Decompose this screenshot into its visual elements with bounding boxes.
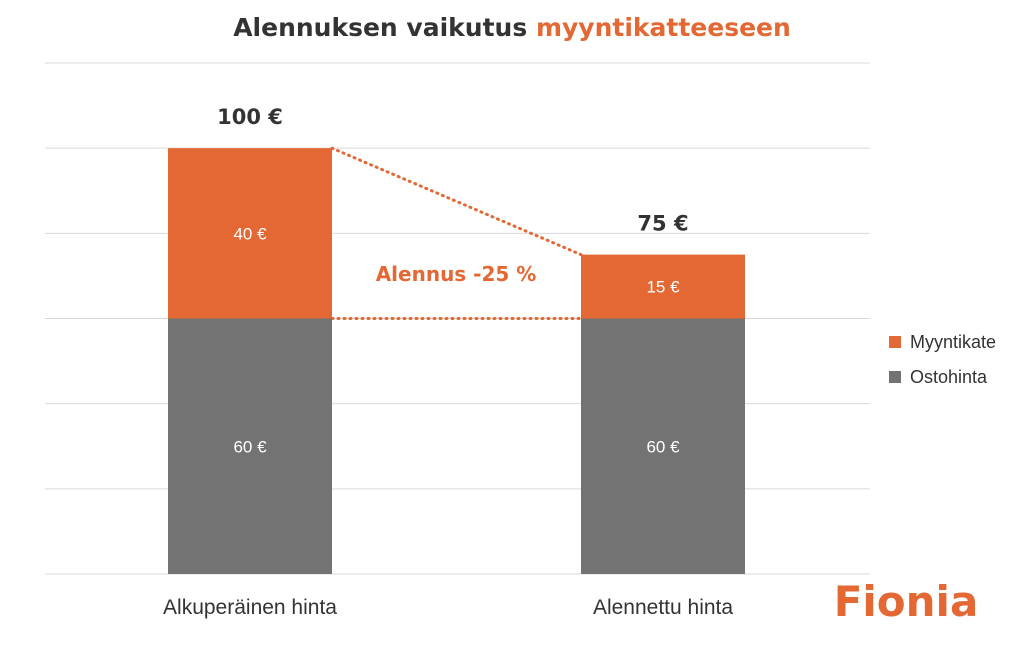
bar-myyntikate-0	[168, 148, 332, 319]
bars	[168, 148, 745, 574]
chart-title-part-2: myyntikatteeseen	[536, 13, 791, 42]
discount-connectors	[330, 146, 583, 320]
segment-label: 15 €	[646, 278, 680, 297]
discount-annotation: Alennus -25 %	[376, 262, 537, 286]
bar-ostohinta-1	[581, 318, 745, 574]
legend-label: Myyntikate	[910, 332, 996, 352]
bar-ostohinta-0	[168, 318, 332, 574]
bar-myyntikate-1	[581, 254, 745, 319]
legend-swatch	[889, 371, 901, 383]
chart-title: Alennuksen vaikutus myyntikatteeseen	[233, 13, 791, 42]
chart-title-part-1: Alennuksen vaikutus	[233, 13, 536, 42]
legend-swatch	[889, 336, 901, 348]
total-label: 100 €	[217, 105, 283, 129]
segment-label: 60 €	[233, 437, 267, 456]
category-label: Alkuperäinen hinta	[163, 596, 337, 619]
total-label: 75 €	[637, 212, 688, 236]
brand-logo: Fionia	[834, 577, 979, 626]
data-labels: 60 € 40 € 100 € Alkuperäinen hinta 60 € 15 € 7…	[163, 105, 733, 619]
legend: Myyntikate Ostohinta	[889, 332, 996, 387]
segment-label: 60 €	[646, 437, 680, 456]
category-label: Alennettu hinta	[593, 596, 733, 619]
legend-label: Ostohinta	[910, 367, 988, 387]
segment-label: 40 €	[233, 224, 267, 243]
connector-top	[330, 146, 583, 257]
